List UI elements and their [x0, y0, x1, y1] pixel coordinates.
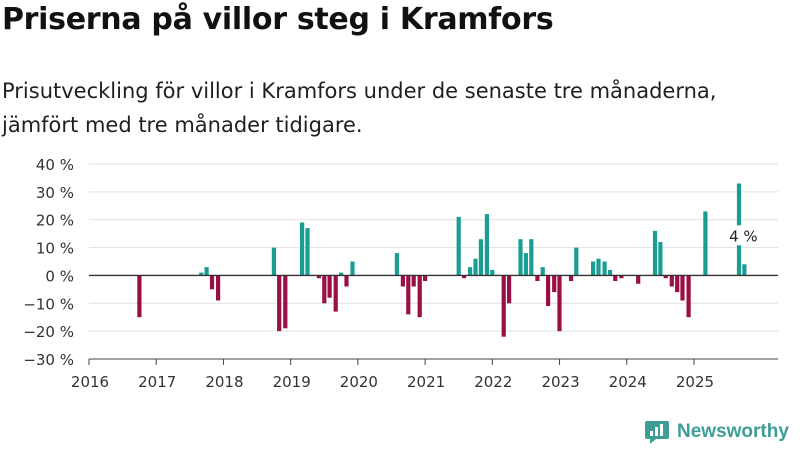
bar — [529, 239, 534, 276]
grid-lines — [89, 163, 778, 360]
bar — [680, 275, 685, 301]
bar — [523, 253, 528, 276]
y-tick-label: 10 % — [36, 240, 74, 258]
bar — [468, 267, 473, 276]
y-tick-label: 30 % — [36, 184, 74, 202]
bar — [333, 275, 338, 312]
bar — [607, 269, 613, 276]
bar — [652, 230, 658, 276]
bar — [602, 261, 607, 276]
newsworthy-logo: Newsworthy — [644, 419, 789, 445]
bar — [305, 228, 310, 276]
y-tick-label: 40 % — [36, 156, 74, 174]
x-tick-label: 2021 — [407, 373, 445, 391]
bar — [552, 275, 557, 293]
x-tick-label: 2020 — [340, 373, 378, 391]
brand-name: Newsworthy — [677, 421, 789, 442]
bar — [271, 247, 276, 276]
bars — [89, 183, 778, 337]
bar — [591, 261, 596, 276]
bar — [518, 239, 523, 276]
y-tick-label: 0 % — [45, 267, 74, 285]
bar — [546, 275, 551, 306]
bar — [636, 275, 641, 284]
x-tick-label: 2025 — [676, 373, 714, 391]
bar — [574, 247, 579, 276]
bar — [663, 275, 668, 279]
x-tick-label: 2016 — [71, 373, 109, 391]
bar — [216, 275, 221, 301]
bar — [613, 275, 618, 281]
bar — [277, 275, 282, 332]
bar — [283, 275, 288, 329]
y-tick-label: −10 % — [23, 295, 74, 313]
bar — [406, 275, 411, 315]
bar — [473, 258, 478, 276]
bar — [456, 216, 461, 276]
bar — [417, 275, 422, 318]
bar — [423, 275, 428, 281]
bar — [411, 275, 416, 287]
y-axis-labels: −30 % −20 % −10 % 0 % 10 % 20 % 30 % 40 % — [23, 156, 74, 369]
bar — [316, 275, 321, 279]
bar — [344, 275, 349, 287]
x-axis: 2016 2017 2018 2019 2020 2021 2022 2023 2024 2025 — [71, 358, 778, 391]
chart-title: Priserna på villor steg i Kramfors — [2, 2, 554, 37]
bar — [137, 275, 142, 318]
bar — [478, 239, 483, 276]
annotation-label: 4 % — [729, 227, 758, 245]
annotation-layer: 4 % — [726, 225, 761, 246]
bar — [462, 275, 467, 279]
y-tick-label: −30 % — [23, 351, 74, 369]
x-tick-label: 2024 — [609, 373, 647, 391]
bar — [507, 275, 512, 304]
y-tick-label: 20 % — [36, 212, 74, 230]
bar — [703, 211, 708, 276]
bar — [327, 275, 332, 298]
y-tick-label: −20 % — [23, 323, 74, 341]
bar — [658, 242, 663, 276]
bar — [619, 275, 624, 279]
chart-subtitle: Prisutveckling för villor i Kramfors und… — [2, 79, 717, 137]
x-tick-label: 2017 — [138, 373, 176, 391]
bar — [675, 275, 680, 293]
x-tick-label: 2019 — [273, 373, 311, 391]
bar — [484, 214, 489, 276]
x-tick-label: 2018 — [205, 373, 243, 391]
bar — [557, 275, 562, 332]
bar — [669, 275, 674, 287]
bar — [394, 253, 399, 276]
newsworthy-logo-icon — [645, 421, 669, 444]
bar — [568, 275, 574, 281]
bar — [199, 272, 204, 276]
bar — [540, 267, 545, 276]
bar — [204, 267, 209, 276]
bar — [490, 269, 495, 276]
bar — [535, 275, 540, 281]
bar — [400, 275, 405, 287]
bar — [300, 222, 305, 276]
bar — [596, 258, 601, 276]
bar — [209, 275, 215, 290]
bar — [339, 272, 344, 276]
x-tick-label: 2023 — [541, 373, 579, 391]
bar — [350, 261, 355, 276]
bar — [501, 275, 506, 337]
bar — [742, 264, 747, 276]
annotation-background — [726, 225, 761, 246]
bar — [322, 275, 327, 304]
x-tick-label: 2022 — [474, 373, 512, 391]
bar — [686, 275, 691, 318]
